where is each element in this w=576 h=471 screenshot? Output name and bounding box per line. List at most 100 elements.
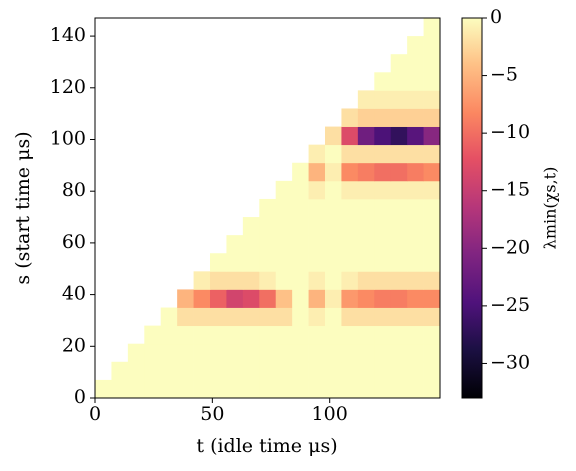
heat-cell: [357, 325, 375, 345]
heat-cell: [407, 253, 424, 272]
heat-cell: [407, 325, 424, 345]
y-tick-label: 100: [50, 127, 86, 149]
y-tick-label: 80: [62, 179, 86, 201]
heat-cell: [325, 235, 342, 254]
colorbar: [461, 17, 483, 399]
heat-cell: [341, 307, 359, 327]
heat-cell: [423, 379, 441, 399]
x-tick-label: 100: [312, 403, 348, 425]
heat-cell: [357, 217, 375, 236]
heat-cell: [242, 325, 260, 345]
heat-cell: [292, 379, 309, 399]
colorbar-tick-label: −20: [490, 236, 530, 258]
heat-cell: [275, 180, 293, 200]
heat-cell: [423, 162, 441, 182]
heat-cell: [390, 235, 408, 254]
heat-cell: [111, 361, 129, 381]
heat-cell: [357, 144, 375, 164]
heat-cell: [325, 198, 342, 218]
heat-cell: [242, 289, 260, 308]
heat-cell: [374, 235, 392, 254]
heat-cell: [292, 307, 309, 327]
colorbar-tick-label: −30: [490, 351, 530, 373]
heat-cell: [242, 343, 260, 363]
heat-cell: [374, 289, 392, 308]
heat-cell: [407, 180, 424, 200]
heat-cell: [259, 198, 277, 218]
heat-cell: [407, 217, 424, 236]
heat-cell: [275, 235, 293, 254]
heat-cell: [390, 144, 408, 164]
heat-cell: [210, 379, 227, 399]
heat-cell: [325, 126, 342, 146]
heat-cell: [423, 271, 441, 290]
heat-cell: [275, 307, 293, 327]
heat-cell: [325, 361, 342, 381]
heat-cell: [193, 343, 211, 363]
heat-cell: [357, 198, 375, 218]
heat-cell: [292, 289, 309, 308]
heat-cell: [390, 54, 408, 73]
heat-cell: [390, 72, 408, 91]
heat-cell: [357, 126, 375, 146]
colorbar-label: λmin(χs,t): [541, 167, 560, 250]
heat-cell: [341, 361, 359, 381]
heat-cell: [407, 307, 424, 327]
heat-cell: [292, 271, 309, 290]
heat-cell: [325, 253, 342, 272]
heat-cell: [177, 325, 194, 345]
heat-cell: [423, 235, 441, 254]
heat-cell: [193, 271, 211, 290]
heat-cell: [407, 108, 424, 127]
heat-cell: [341, 126, 359, 146]
heat-cell: [325, 379, 342, 399]
heat-cell: [259, 307, 277, 327]
heat-cell: [275, 379, 293, 399]
heat-cell: [292, 343, 309, 363]
heat-cell: [357, 361, 375, 381]
heat-cell: [242, 361, 260, 381]
heat-cell: [193, 289, 211, 308]
heat-cell: [275, 198, 293, 218]
heat-cell: [292, 180, 309, 200]
colorbar-tick-label: −25: [490, 294, 530, 316]
y-axis-label: s (start time μs): [12, 131, 34, 284]
heat-cell: [160, 361, 178, 381]
heat-cell: [325, 307, 342, 327]
heat-cell: [275, 253, 293, 272]
heat-cell: [275, 343, 293, 363]
heat-cell: [374, 271, 392, 290]
heat-cell: [423, 18, 441, 37]
heat-cell: [423, 108, 441, 127]
heat-cell: [407, 271, 424, 290]
x-axis-label: t (idle time μs): [196, 435, 337, 457]
heat-cell: [374, 144, 392, 164]
heat-cell: [226, 307, 244, 327]
heat-cell: [423, 289, 441, 308]
heat-cell: [144, 379, 162, 399]
heat-cell: [325, 271, 342, 290]
heat-cell: [374, 90, 392, 109]
heat-cell: [308, 271, 326, 290]
colorbar-tick-label: 0: [490, 6, 502, 28]
heat-cell: [423, 307, 441, 327]
y-tick-label: 40: [62, 283, 86, 305]
heat-cell: [242, 307, 260, 327]
heat-cell: [374, 379, 392, 399]
heat-cell: [407, 343, 424, 363]
heat-cell: [160, 379, 178, 399]
heat-cell: [423, 144, 441, 164]
heat-cell: [374, 126, 392, 146]
heat-cell: [308, 325, 326, 345]
heat-cell: [390, 361, 408, 381]
heat-cell: [407, 235, 424, 254]
x-tick-label: 50: [200, 403, 224, 425]
heat-cell: [390, 90, 408, 109]
heat-cell: [210, 271, 227, 290]
heat-cell: [423, 343, 441, 363]
heat-cell: [341, 180, 359, 200]
heat-cell: [275, 289, 293, 308]
heat-cell: [390, 253, 408, 272]
heat-cell: [259, 379, 277, 399]
